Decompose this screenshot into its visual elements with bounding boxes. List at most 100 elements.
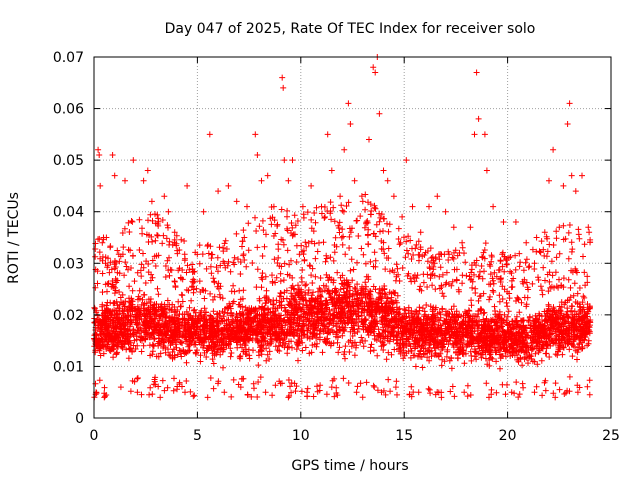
data-point bbox=[426, 265, 433, 272]
data-point bbox=[150, 342, 156, 349]
data-point bbox=[298, 388, 305, 395]
data-point bbox=[366, 295, 373, 302]
data-point bbox=[516, 309, 523, 316]
data-point bbox=[379, 330, 386, 336]
data-point bbox=[338, 202, 345, 209]
data-point bbox=[190, 393, 197, 400]
data-point bbox=[472, 348, 479, 355]
data-point bbox=[136, 247, 143, 253]
data-point bbox=[102, 393, 108, 400]
data-point bbox=[432, 286, 439, 293]
data-point bbox=[540, 246, 547, 253]
data-point bbox=[301, 256, 308, 263]
data-point bbox=[95, 322, 102, 329]
data-point bbox=[496, 292, 503, 299]
data-point bbox=[479, 254, 486, 261]
data-point bbox=[282, 340, 289, 347]
data-point bbox=[323, 271, 330, 278]
data-point bbox=[292, 222, 299, 229]
data-point bbox=[427, 303, 434, 310]
data-point bbox=[171, 375, 177, 382]
data-point bbox=[94, 316, 101, 323]
data-point bbox=[330, 312, 337, 319]
data-point bbox=[334, 339, 341, 346]
data-point bbox=[568, 248, 575, 255]
data-point bbox=[165, 346, 171, 353]
data-point bbox=[258, 284, 265, 291]
data-point bbox=[553, 254, 560, 261]
data-point bbox=[545, 307, 552, 314]
data-point bbox=[336, 229, 343, 236]
data-point bbox=[271, 217, 278, 224]
data-point bbox=[262, 338, 269, 345]
data-point bbox=[120, 340, 127, 347]
data-point bbox=[382, 391, 389, 398]
data-point bbox=[240, 287, 247, 294]
data-point bbox=[370, 382, 377, 389]
data-point bbox=[535, 317, 542, 323]
data-point bbox=[323, 391, 330, 398]
data-point bbox=[515, 330, 522, 336]
data-point bbox=[221, 317, 228, 324]
data-point bbox=[173, 327, 180, 334]
data-point bbox=[382, 333, 389, 340]
data-point bbox=[539, 287, 545, 294]
data-point bbox=[491, 327, 498, 334]
data-point bbox=[526, 314, 533, 321]
data-point bbox=[503, 319, 510, 326]
data-point bbox=[190, 286, 197, 293]
data-point bbox=[227, 353, 234, 360]
data-point bbox=[229, 300, 236, 307]
data-point bbox=[330, 204, 337, 211]
data-point bbox=[529, 280, 536, 287]
data-point bbox=[240, 251, 247, 258]
data-point bbox=[413, 308, 420, 315]
data-point bbox=[145, 296, 152, 303]
data-point bbox=[501, 268, 508, 275]
data-point bbox=[278, 236, 285, 243]
data-point bbox=[116, 289, 123, 295]
data-point bbox=[228, 393, 235, 400]
data-point bbox=[518, 333, 525, 340]
data-point bbox=[235, 256, 241, 263]
data-point bbox=[198, 315, 205, 322]
data-point bbox=[137, 337, 144, 343]
data-point bbox=[448, 324, 455, 331]
data-point bbox=[273, 317, 280, 324]
data-point bbox=[492, 349, 499, 356]
data-point bbox=[397, 239, 404, 246]
data-point bbox=[360, 343, 367, 350]
data-point bbox=[291, 212, 298, 219]
data-point bbox=[497, 365, 503, 372]
data-point bbox=[394, 333, 401, 340]
data-point bbox=[370, 263, 377, 270]
data-point bbox=[512, 336, 519, 343]
data-point bbox=[500, 332, 507, 339]
data-point bbox=[423, 302, 430, 308]
data-point bbox=[184, 262, 191, 269]
data-point bbox=[386, 289, 393, 296]
data-point bbox=[585, 340, 592, 347]
data-point bbox=[291, 297, 298, 304]
data-point bbox=[478, 354, 485, 361]
data-point bbox=[267, 338, 274, 345]
data-point bbox=[378, 295, 385, 302]
data-point bbox=[438, 346, 445, 353]
data-point bbox=[287, 383, 293, 390]
data-point bbox=[119, 230, 126, 236]
data-point bbox=[190, 307, 197, 314]
data-point bbox=[550, 390, 557, 397]
data-point bbox=[164, 257, 171, 264]
data-point bbox=[254, 244, 261, 251]
data-point bbox=[199, 326, 206, 333]
data-point bbox=[131, 378, 138, 385]
data-point bbox=[547, 342, 554, 349]
data-point bbox=[91, 305, 98, 312]
data-point bbox=[272, 382, 279, 389]
data-point bbox=[556, 386, 563, 393]
data-point bbox=[193, 349, 200, 356]
data-point bbox=[567, 284, 574, 291]
data-point bbox=[392, 297, 399, 304]
data-point bbox=[394, 292, 401, 299]
data-point bbox=[166, 272, 173, 279]
